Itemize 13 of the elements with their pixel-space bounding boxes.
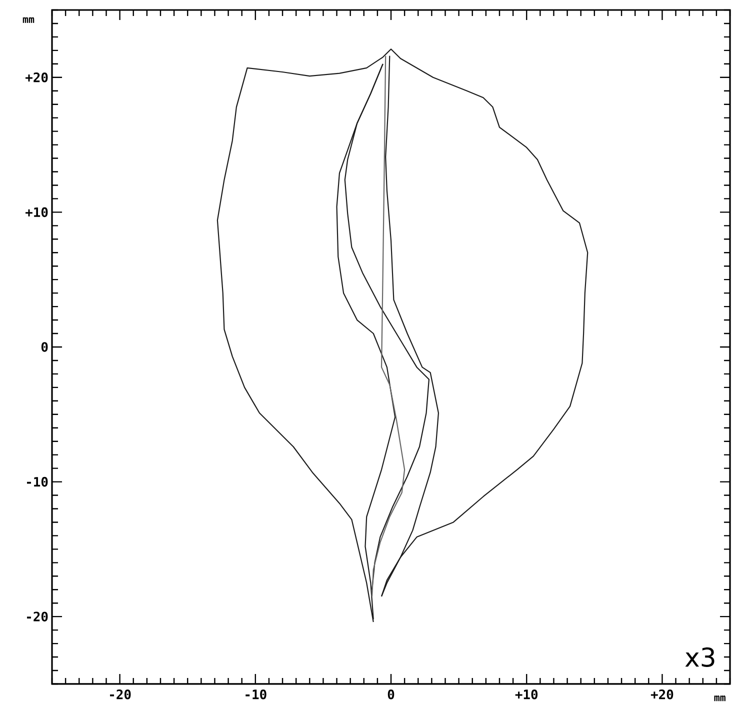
- y-tick-label: +20: [26, 72, 48, 82]
- x-axis-title: mm: [714, 696, 726, 702]
- y-tick-label: +10: [26, 207, 48, 218]
- y-tick-label: 0: [41, 342, 48, 352]
- y-axis-title: mm: [22, 17, 34, 23]
- x-tick-label: 0: [388, 690, 394, 700]
- x-tick-label: +20: [650, 690, 674, 700]
- x-tick-label: +10: [515, 690, 538, 700]
- annotation: x3: [685, 647, 714, 667]
- x-tick-label: -20: [110, 690, 131, 700]
- x-tick-label: -10: [246, 690, 266, 700]
- y-tick-label: -20: [27, 612, 48, 622]
- y-tick-label: -10: [27, 476, 48, 487]
